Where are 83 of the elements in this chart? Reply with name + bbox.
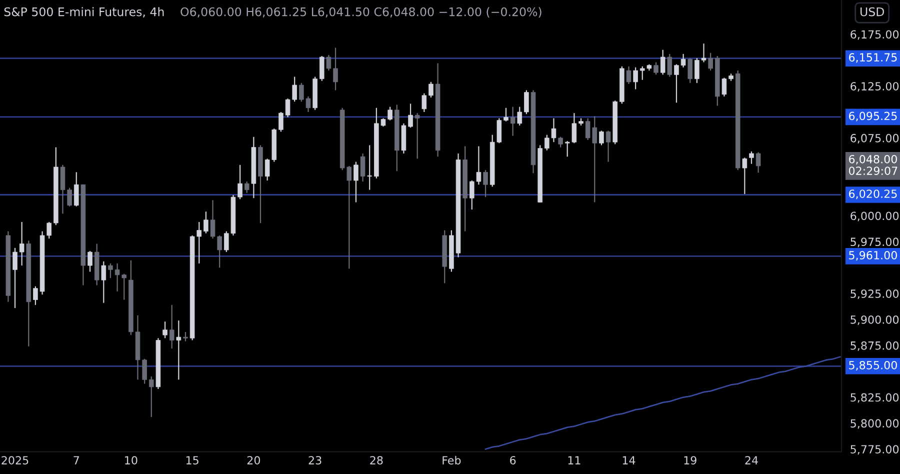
candlestick <box>367 144 372 190</box>
candlestick <box>176 320 182 380</box>
y-tick-label: 6,175.00 <box>850 30 899 40</box>
y-tick-label: 5,900.00 <box>850 315 899 325</box>
candlestick <box>504 107 508 122</box>
ref-line-label: 6,095.25 <box>849 112 897 122</box>
candlestick <box>204 211 208 234</box>
candlestick <box>33 286 38 306</box>
candlestick <box>60 164 66 214</box>
y-tick-label: 5,875.00 <box>850 341 899 351</box>
candlestick <box>483 170 488 198</box>
candlestick <box>742 157 748 195</box>
candlestick <box>749 150 754 164</box>
candlestick <box>510 106 516 136</box>
candlestick <box>722 77 727 98</box>
candlestick <box>326 54 332 72</box>
x-tick-label: 20 <box>247 456 260 464</box>
x-tick-label: 23 <box>308 456 322 464</box>
line-series <box>484 356 841 450</box>
x-tick-label: 19 <box>684 456 696 464</box>
candlestick <box>422 92 427 113</box>
candlestick <box>558 136 563 148</box>
y-tick-label: 5,925.00 <box>850 290 899 300</box>
candlestick <box>408 103 413 128</box>
ref-line-label: 5,855.00 <box>849 360 897 371</box>
candlestick <box>19 221 24 266</box>
candlestick <box>183 331 188 342</box>
x-tick-label: 10 <box>125 456 138 464</box>
candlestick <box>660 49 666 76</box>
ref-line-label: 5,961.00 <box>849 251 897 261</box>
x-tick-label: 14 <box>622 456 636 464</box>
candlestick <box>148 376 154 418</box>
ref-line-label: 6,151.75 <box>849 53 897 63</box>
candlestick <box>688 58 693 84</box>
candlestick <box>354 161 358 203</box>
candlestick <box>428 81 434 98</box>
text: O6,060.00 H6,061.25 L6,041.50 C6,048.00 −12.00 (−0.20%) <box>180 7 542 18</box>
x-tick-label: 2025 <box>2 456 28 464</box>
x-tick-label: 6 <box>510 456 516 464</box>
candlestick <box>169 304 174 350</box>
candlestick <box>654 62 658 76</box>
candlestick <box>633 66 638 90</box>
candlestick <box>67 187 72 207</box>
text: S&P 500 E-mini Futures, 4h <box>4 7 164 18</box>
candlestick <box>101 260 106 304</box>
x-tick-label: Feb <box>442 456 461 464</box>
candlestick <box>524 90 529 115</box>
candlestick <box>74 172 79 207</box>
candlestick <box>708 52 713 72</box>
candlestick <box>12 247 18 309</box>
candlestick <box>756 152 761 174</box>
candlestick <box>667 53 672 78</box>
text: 6,048.00 02:29:07 <box>848 154 898 175</box>
y-tick-label: 5,975.00 <box>850 238 899 248</box>
y-tick-label: 6,000.00 <box>850 212 899 222</box>
y-tick-label: 5,775.00 <box>850 445 899 455</box>
candlestick <box>88 250 92 272</box>
candlestick <box>517 106 522 126</box>
candlestick <box>244 180 250 194</box>
x-tick-label: 28 <box>370 456 383 464</box>
y-tick-label: 5,800.00 <box>850 419 899 429</box>
candlestick <box>333 47 338 91</box>
candlestick <box>626 66 632 85</box>
candlestick <box>108 262 113 279</box>
candlestick <box>278 111 284 132</box>
candlestick <box>319 55 324 82</box>
y-tick-label: 5,825.00 <box>850 393 899 403</box>
candlestick <box>360 152 366 182</box>
candlestick <box>238 164 242 200</box>
candlestick <box>599 130 604 146</box>
candlestick <box>606 130 611 162</box>
candlestick <box>680 53 686 68</box>
y-axis-title: USD <box>860 7 884 16</box>
x-tick-label: 24 <box>745 456 758 464</box>
y-tick-label: 6,075.00 <box>850 134 899 144</box>
x-tick-label: 11 <box>568 456 580 464</box>
x-tick-label: 7 <box>74 456 79 464</box>
candlestick <box>162 320 168 339</box>
candlestick <box>414 112 420 160</box>
x-tick-label: 15 <box>186 456 198 464</box>
y-tick-label: 6,125.00 <box>850 82 899 92</box>
ref-line-label: 6,020.25 <box>849 190 897 200</box>
candlestick <box>674 64 679 104</box>
